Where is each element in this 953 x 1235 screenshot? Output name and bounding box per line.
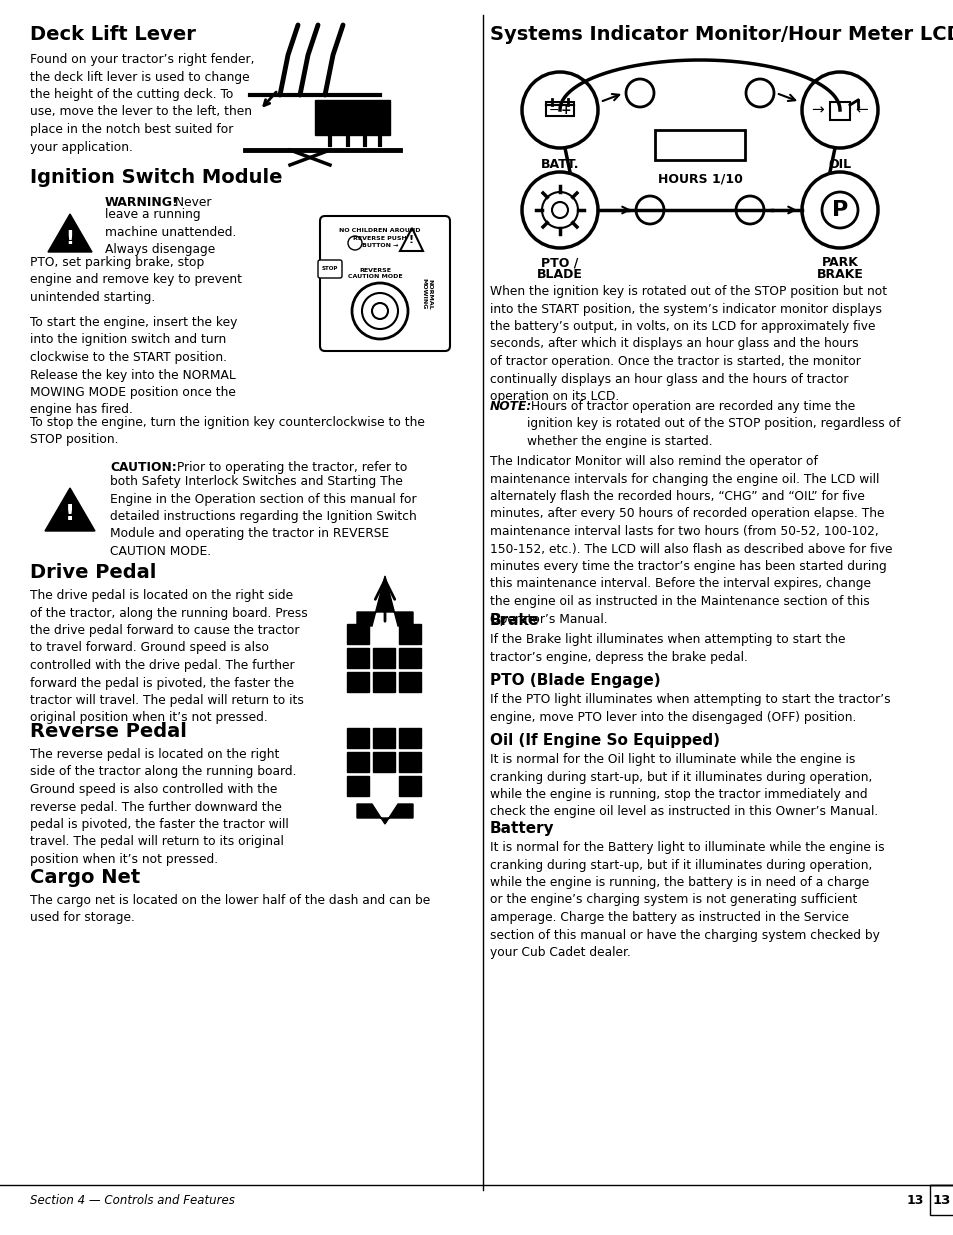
Bar: [347, 624, 369, 643]
Text: CAUTION:: CAUTION:: [110, 461, 176, 474]
Text: NOTE:: NOTE:: [490, 400, 532, 412]
Text: Deck Lift Lever: Deck Lift Lever: [30, 25, 195, 44]
Text: Systems Indicator Monitor/Hour Meter LCD: Systems Indicator Monitor/Hour Meter LCD: [490, 25, 953, 44]
Text: To stop the engine, turn the ignition key counterclockwise to the
STOP position.: To stop the engine, turn the ignition ke…: [30, 416, 424, 447]
Text: If the Brake light illuminates when attempting to start the
tractor’s engine, de: If the Brake light illuminates when atte…: [490, 634, 844, 663]
Text: BLADE: BLADE: [537, 268, 582, 282]
Text: leave a running
machine unattended.
Always disengage: leave a running machine unattended. Alwa…: [105, 207, 236, 256]
Polygon shape: [356, 576, 413, 626]
Polygon shape: [45, 488, 95, 531]
Bar: [347, 672, 369, 692]
Text: Found on your tractor’s right fender,
the deck lift lever is used to change
the : Found on your tractor’s right fender, th…: [30, 53, 254, 153]
Bar: [347, 776, 369, 797]
Bar: [373, 752, 395, 772]
Text: PTO, set parking brake, stop
engine and remove key to prevent
unintended startin: PTO, set parking brake, stop engine and …: [30, 256, 242, 304]
Bar: [655, 130, 744, 161]
Text: P: P: [831, 200, 847, 220]
Text: PTO /: PTO /: [540, 256, 578, 269]
Polygon shape: [48, 214, 91, 252]
Text: Drive Pedal: Drive Pedal: [30, 563, 156, 582]
Text: The Indicator Monitor will also remind the operator of
maintenance intervals for: The Indicator Monitor will also remind t…: [490, 454, 892, 625]
Bar: [398, 776, 420, 797]
Text: +: +: [560, 104, 571, 116]
Bar: [314, 100, 390, 135]
Bar: [829, 103, 849, 120]
Text: Section 4 — Controls and Features: Section 4 — Controls and Features: [30, 1193, 234, 1207]
Bar: [398, 752, 420, 772]
Bar: [373, 727, 395, 748]
Text: HOURS 1/10: HOURS 1/10: [657, 173, 741, 186]
Text: 13: 13: [905, 1193, 923, 1207]
FancyBboxPatch shape: [317, 261, 341, 278]
FancyBboxPatch shape: [319, 216, 450, 351]
Bar: [347, 727, 369, 748]
Text: ←: ←: [855, 103, 867, 117]
Text: To start the engine, insert the key
into the ignition switch and turn
clockwise : To start the engine, insert the key into…: [30, 316, 237, 416]
Text: PTO (Blade Engage): PTO (Blade Engage): [490, 673, 659, 688]
Text: If the PTO light illuminates when attempting to start the tractor’s
engine, move: If the PTO light illuminates when attemp…: [490, 693, 890, 724]
Text: Hours of tractor operation are recorded any time the
ignition key is rotated out: Hours of tractor operation are recorded …: [526, 400, 900, 448]
Text: →: →: [811, 103, 823, 117]
Polygon shape: [356, 804, 413, 824]
Bar: [398, 727, 420, 748]
Text: Oil (If Engine So Equipped): Oil (If Engine So Equipped): [490, 734, 720, 748]
Text: !: !: [66, 230, 74, 248]
Bar: [398, 672, 420, 692]
Text: Never: Never: [171, 196, 212, 209]
Text: both Safety Interlock Switches and Starting The
Engine in the Operation section : both Safety Interlock Switches and Start…: [110, 475, 416, 558]
Text: Cargo Net: Cargo Net: [30, 868, 140, 887]
Bar: [347, 752, 369, 772]
Text: The reverse pedal is located on the right
side of the tractor along the running : The reverse pedal is located on the righ…: [30, 748, 296, 866]
Text: Battery: Battery: [490, 821, 554, 836]
Text: The cargo net is located on the lower half of the dash and can be
used for stora: The cargo net is located on the lower ha…: [30, 894, 430, 925]
Text: BRAKE: BRAKE: [816, 268, 862, 282]
Text: When the ignition key is rotated out of the STOP position but not
into the START: When the ignition key is rotated out of …: [490, 285, 886, 403]
Text: STOP: STOP: [321, 267, 337, 272]
Text: WARNING!: WARNING!: [105, 196, 178, 209]
Bar: [398, 624, 420, 643]
Text: 13: 13: [932, 1193, 950, 1207]
Bar: [398, 648, 420, 668]
Text: Reverse Pedal: Reverse Pedal: [30, 722, 187, 741]
Text: REVERSE
CAUTION MODE: REVERSE CAUTION MODE: [347, 268, 402, 279]
Text: OIL: OIL: [827, 158, 851, 170]
Text: −: −: [548, 104, 558, 116]
Text: Brake: Brake: [490, 613, 539, 629]
Text: !: !: [408, 235, 414, 245]
Text: !: !: [65, 504, 75, 524]
Text: NO CHILDREN AROUND: NO CHILDREN AROUND: [339, 228, 420, 233]
Text: Prior to operating the tractor, refer to: Prior to operating the tractor, refer to: [172, 461, 407, 474]
Text: BUTTON →: BUTTON →: [361, 243, 397, 248]
Bar: [929, 1186, 953, 1215]
Bar: [373, 648, 395, 668]
Text: It is normal for the Battery light to illuminate while the engine is
cranking du: It is normal for the Battery light to il…: [490, 841, 883, 960]
Text: It is normal for the Oil light to illuminate while the engine is
cranking during: It is normal for the Oil light to illumi…: [490, 753, 878, 819]
Text: NORMAL
MOWING: NORMAL MOWING: [421, 278, 432, 310]
Bar: [347, 648, 369, 668]
Text: Ignition Switch Module: Ignition Switch Module: [30, 168, 282, 186]
Bar: [545, 103, 574, 116]
Text: BATT.: BATT.: [540, 158, 578, 170]
Text: REVERSE PUSH: REVERSE PUSH: [353, 236, 406, 241]
Text: The drive pedal is located on the right side
of the tractor, along the running b: The drive pedal is located on the right …: [30, 589, 308, 725]
Bar: [373, 672, 395, 692]
Text: PARK: PARK: [821, 256, 858, 269]
